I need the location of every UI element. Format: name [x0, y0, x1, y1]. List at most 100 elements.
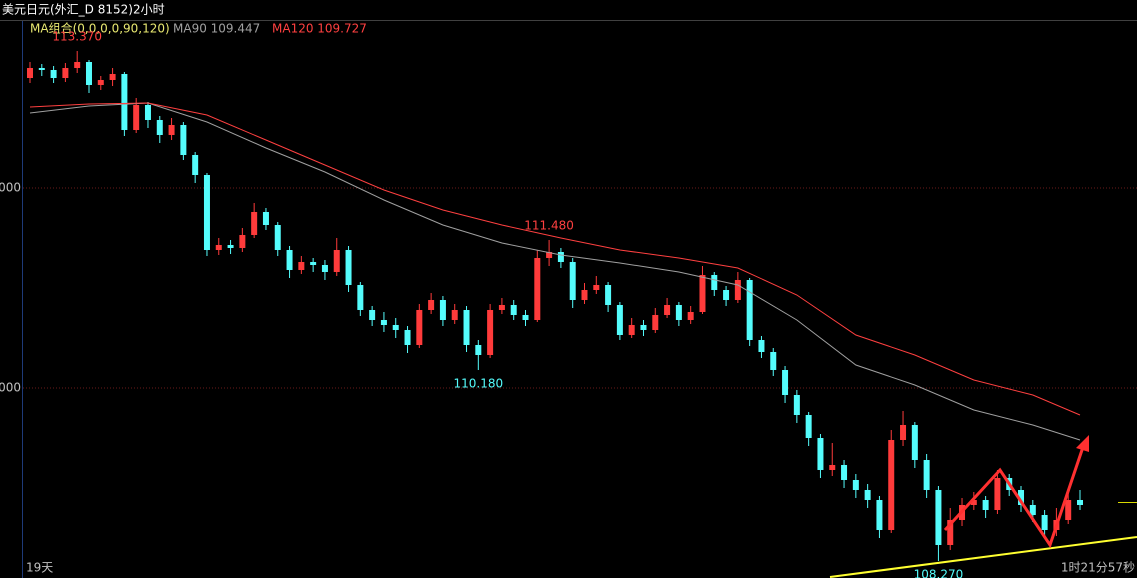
- candle-body: [935, 490, 942, 545]
- candle-body: [1077, 500, 1083, 505]
- candle-body: [734, 280, 741, 300]
- candle-body: [74, 62, 81, 68]
- legend-ma90: MA90 109.447: [173, 22, 260, 36]
- candle-body: [675, 305, 682, 320]
- trend-line: [829, 536, 1137, 578]
- candle-body: [900, 425, 907, 440]
- candle-body: [841, 465, 848, 480]
- candle-body: [829, 465, 836, 470]
- candle-body: [970, 500, 977, 505]
- candle-body: [428, 300, 435, 310]
- candle-body: [369, 310, 376, 320]
- candle-body: [711, 275, 718, 290]
- candle-body: [758, 340, 765, 352]
- candle-body: [569, 262, 576, 300]
- candle-body: [723, 290, 730, 300]
- candle-body: [227, 245, 234, 248]
- candle-body: [156, 120, 163, 135]
- candle-body: [805, 415, 812, 438]
- candle-body: [239, 235, 246, 248]
- legend-ma120: MA120 109.727: [272, 22, 367, 36]
- candle-body: [380, 320, 387, 325]
- candle-body: [203, 175, 210, 250]
- candle-body: [109, 74, 116, 80]
- candle-body: [687, 312, 694, 320]
- candle-body: [888, 440, 895, 530]
- candle-body: [97, 80, 104, 85]
- candle-body: [593, 285, 600, 290]
- candle-body: [439, 300, 446, 320]
- candle-body: [557, 252, 564, 262]
- candle-body: [357, 285, 364, 310]
- candle-body: [994, 478, 1001, 510]
- drawn-arrow-path: [943, 446, 1085, 549]
- candle-body: [475, 345, 482, 355]
- candle-body: [286, 250, 293, 270]
- candle-body: [616, 305, 623, 335]
- candle-body: [947, 520, 954, 545]
- candle-body: [699, 275, 706, 312]
- candle-body: [534, 258, 541, 320]
- candle-body: [793, 395, 800, 415]
- candle-body: [581, 290, 588, 300]
- candle-body: [911, 425, 918, 460]
- candle-body: [852, 480, 859, 490]
- chart-title: 美元日元(外汇_D 8152)2小时: [2, 3, 165, 17]
- candle-body: [487, 310, 494, 355]
- candle-body: [392, 325, 399, 330]
- price-annotation: 111.480: [524, 219, 574, 233]
- candle-body: [85, 62, 92, 85]
- candle-body: [982, 500, 989, 510]
- candle-body: [251, 212, 258, 235]
- candle-body: [1041, 515, 1048, 530]
- candle-body: [876, 500, 883, 530]
- candle-body: [298, 262, 305, 270]
- candle-body: [144, 105, 151, 120]
- candle-body: [262, 212, 269, 225]
- candle-body: [510, 305, 517, 315]
- candle-body: [274, 225, 281, 250]
- candle-body: [451, 310, 458, 320]
- candle-body: [652, 315, 659, 330]
- candle-body: [864, 490, 871, 500]
- candle-body: [628, 325, 635, 335]
- candle-body: [404, 330, 411, 345]
- candle-body: [168, 125, 175, 135]
- candle-body: [640, 325, 647, 330]
- price-annotation: 110.180: [454, 377, 504, 391]
- candle-body: [310, 262, 317, 265]
- ma-line: [29, 102, 1081, 441]
- candle-body: [180, 125, 187, 155]
- y-tick-label: .000: [0, 181, 21, 195]
- candle-body: [62, 68, 69, 78]
- candle-body: [498, 305, 505, 310]
- candle-body: [546, 252, 553, 258]
- candle-body: [522, 315, 529, 320]
- candle-body: [321, 265, 328, 272]
- candle-body: [27, 68, 33, 78]
- candle-body: [605, 285, 612, 305]
- candle-body: [463, 310, 470, 345]
- candle-body: [121, 74, 128, 130]
- ma-line: [29, 102, 1081, 416]
- candle-body: [133, 105, 140, 130]
- candle-body: [333, 250, 340, 272]
- footer-left: 19天: [26, 561, 53, 575]
- candle-body: [1065, 500, 1072, 520]
- candle-body: [192, 155, 199, 175]
- candle-body: [1029, 505, 1036, 515]
- y-tick-label: .000: [0, 381, 21, 395]
- candle-body: [817, 438, 824, 470]
- ma-group-label: MA组合(0,0,0,0,90,120): [30, 21, 170, 36]
- price-annotation: 113.370: [52, 30, 102, 44]
- candle-body: [664, 305, 671, 315]
- candle-body: [50, 70, 57, 78]
- candle-body: [416, 310, 423, 345]
- drawn-arrow-head: [1076, 435, 1089, 452]
- candle-body: [746, 280, 753, 340]
- candle-body: [215, 245, 222, 250]
- price-annotation: 108.270: [914, 568, 964, 578]
- candle-body: [38, 68, 45, 70]
